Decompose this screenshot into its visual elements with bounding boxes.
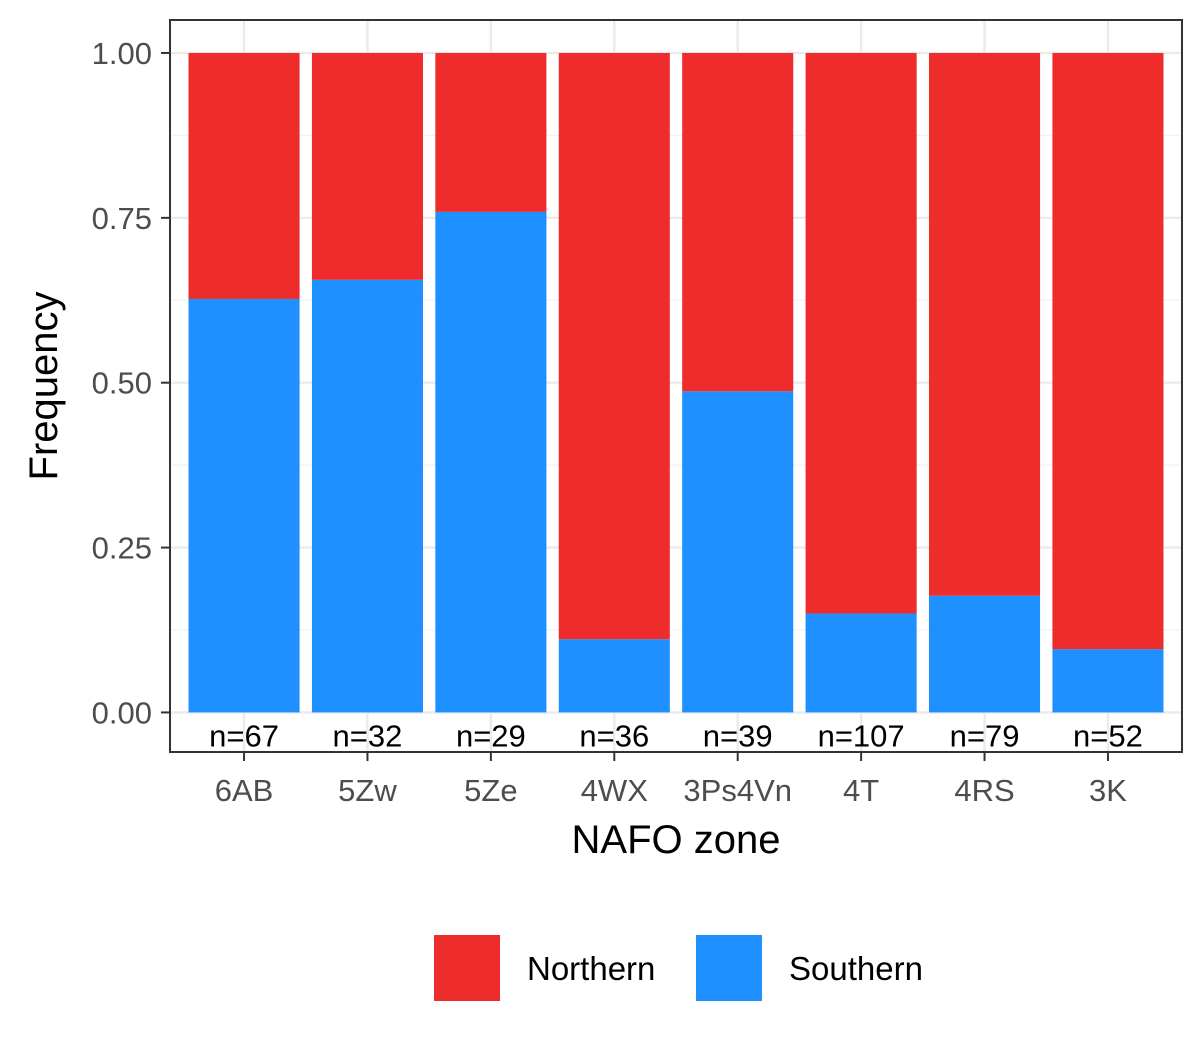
x-tick-label: 4WX bbox=[581, 773, 649, 808]
bar-count-label: n=67 bbox=[209, 718, 279, 753]
x-tick-label: 4RS bbox=[954, 773, 1014, 808]
legend: Northern Southern bbox=[434, 935, 923, 1001]
bar-northern-3k bbox=[1052, 52, 1164, 650]
bar-southern-3ps4vn bbox=[682, 391, 794, 713]
bars bbox=[188, 52, 1164, 713]
bar-count-label: n=79 bbox=[950, 718, 1020, 753]
bar-southern-5ze bbox=[435, 211, 547, 713]
x-axis: 6AB 5Zw 5Ze 4WX 3Ps4Vn 4T 4RS 3K bbox=[215, 752, 1127, 808]
y-tick-label: 0.50 bbox=[92, 366, 152, 401]
bar-southern-5zw bbox=[311, 279, 423, 713]
x-tick-label: 3Ps4Vn bbox=[683, 773, 792, 808]
y-tick-label: 0.25 bbox=[92, 531, 152, 566]
bar-count-label: n=32 bbox=[333, 718, 403, 753]
y-axis: 0.00 0.25 0.50 0.75 1.00 bbox=[92, 36, 170, 730]
bar-northern-4rs bbox=[929, 52, 1041, 596]
y-tick-label: 0.75 bbox=[92, 201, 152, 236]
bar-northern-4t bbox=[805, 52, 917, 614]
bar-northern-6ab bbox=[188, 52, 300, 299]
bar-northern-5ze bbox=[435, 52, 547, 212]
x-tick-label: 4T bbox=[843, 773, 879, 808]
y-tick-label: 0.00 bbox=[92, 695, 152, 730]
legend-key-northern bbox=[434, 935, 500, 1001]
y-tick-label: 1.00 bbox=[92, 36, 152, 71]
bar-northern-3ps4vn bbox=[682, 52, 794, 392]
bar-count-label: n=36 bbox=[579, 718, 649, 753]
y-axis-title: Frequency bbox=[22, 292, 66, 481]
legend-key-southern bbox=[696, 935, 762, 1001]
bar-count-labels: n=67 n=32 n=29 n=36 n=39 n=107 n=79 n=52 bbox=[209, 718, 1143, 753]
bar-northern-4wx bbox=[558, 52, 670, 640]
legend-label-northern: Northern bbox=[527, 950, 655, 987]
x-tick-label: 5Zw bbox=[338, 773, 397, 808]
bar-southern-4t bbox=[805, 613, 917, 713]
bar-southern-3k bbox=[1052, 649, 1164, 713]
panel-border bbox=[169, 19, 1183, 753]
bar-southern-4rs bbox=[929, 595, 1041, 713]
bar-northern-5zw bbox=[311, 52, 423, 280]
bar-southern-4wx bbox=[558, 639, 670, 713]
bar-count-label: n=29 bbox=[456, 718, 526, 753]
legend-label-southern: Southern bbox=[789, 950, 923, 987]
bar-southern-6ab bbox=[188, 298, 300, 713]
x-axis-title: NAFO zone bbox=[572, 818, 781, 862]
bar-count-label: n=107 bbox=[818, 718, 905, 753]
x-tick-label: 6AB bbox=[215, 773, 274, 808]
bar-count-label: n=52 bbox=[1073, 718, 1143, 753]
bar-count-label: n=39 bbox=[703, 718, 773, 753]
x-tick-label: 5Ze bbox=[464, 773, 517, 808]
x-tick-label: 3K bbox=[1089, 773, 1127, 808]
